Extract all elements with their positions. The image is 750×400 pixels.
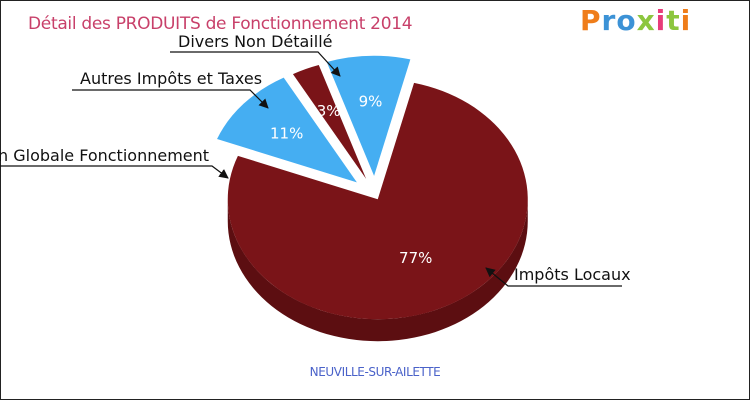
logo-letter: r	[601, 4, 617, 37]
proxiti-logo[interactable]: Proxiti	[580, 4, 691, 37]
chart-title: Détail des PRODUITS de Fonctionnement 20…	[28, 14, 413, 34]
pie-slice-divers-non-d-taill-[interactable]	[326, 55, 411, 176]
callout-dotation: n Globale Fonctionnement	[0, 146, 229, 179]
pie-percent-label: 9%	[359, 92, 383, 110]
label-dotation-globale: n Globale Fonctionnement	[0, 146, 209, 165]
logo-letter: o	[616, 4, 637, 37]
logo-letter: i	[655, 4, 667, 37]
label-autres-impots: Autres Impôts et Taxes	[80, 69, 262, 88]
callout-divers: Divers Non Détaillé	[170, 32, 341, 77]
pie-percent-label: 11%	[270, 125, 303, 143]
pie-percent-label: 3%	[317, 102, 341, 120]
label-impots-locaux: Impôts Locaux	[514, 265, 631, 284]
label-divers-non-detaille: Divers Non Détaillé	[178, 32, 332, 51]
logo-letter: t	[666, 4, 681, 37]
pie-slice-autres-imp-ts-et-taxes[interactable]	[292, 65, 367, 179]
pie-percent-label: 77%	[399, 249, 432, 267]
logo-letter: x	[636, 4, 656, 37]
pie-slice-imp-ts-locaux[interactable]	[227, 82, 528, 320]
commune-name: NEUVILLE-SUR-AILETTE	[309, 365, 441, 379]
callout-impots-locaux: Impôts Locaux	[485, 265, 631, 287]
pie-slice-dotation-globale-fonctionnement[interactable]	[217, 77, 357, 183]
pie-slice-wall	[227, 199, 528, 342]
callout-autres: Autres Impôts et Taxes	[72, 69, 269, 109]
logo-letter: P	[580, 4, 602, 37]
logo-letter: i	[680, 4, 692, 37]
